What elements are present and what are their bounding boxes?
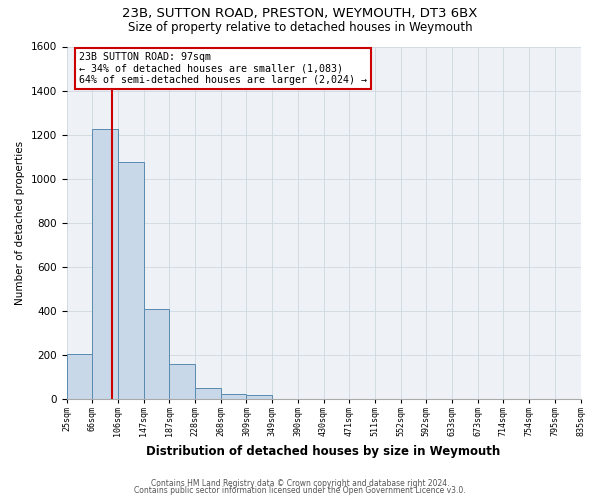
Text: Size of property relative to detached houses in Weymouth: Size of property relative to detached ho… [128,21,472,34]
Bar [92,129,118,399]
Text: 23B, SUTTON ROAD, PRESTON, WEYMOUTH, DT3 6BX: 23B, SUTTON ROAD, PRESTON, WEYMOUTH, DT3… [122,8,478,20]
Bar [67,354,92,399]
Text: 23B SUTTON ROAD: 97sqm
← 34% of detached houses are smaller (1,083)
64% of semi-: 23B SUTTON ROAD: 97sqm ← 34% of detached… [79,52,367,85]
Bar [221,394,247,399]
Bar [195,388,221,399]
Text: Contains HM Land Registry data © Crown copyright and database right 2024.: Contains HM Land Registry data © Crown c… [151,478,449,488]
Bar [143,309,169,399]
Bar [169,364,195,399]
Text: Contains public sector information licensed under the Open Government Licence v3: Contains public sector information licen… [134,486,466,495]
Bar [247,395,272,399]
X-axis label: Distribution of detached houses by size in Weymouth: Distribution of detached houses by size … [146,444,500,458]
Y-axis label: Number of detached properties: Number of detached properties [15,141,25,305]
Bar [118,162,143,399]
